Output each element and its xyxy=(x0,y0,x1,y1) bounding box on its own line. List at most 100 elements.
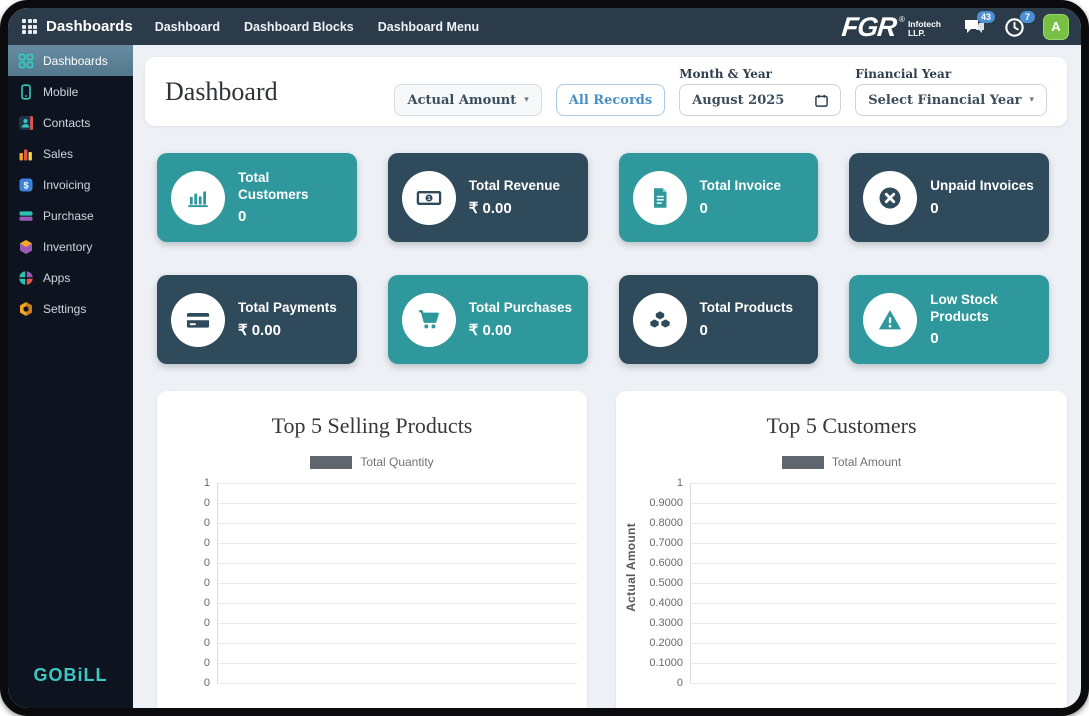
y-tick-label: 0 xyxy=(676,677,683,689)
sidebar: Dashboards Mobile Contacts xyxy=(8,45,133,708)
sidebar-item-settings[interactable]: Settings xyxy=(8,293,133,324)
stat-title: Low Stock Products xyxy=(930,291,998,324)
stat-card-total-purchases[interactable]: Total Purchases ₹ 0.00 xyxy=(387,275,588,364)
y-tick-label: 0 xyxy=(203,577,210,589)
sidebar-item-label: Mobile xyxy=(43,84,79,99)
y-tick-label: 0.6000 xyxy=(649,557,683,569)
sidebar-item-sales[interactable]: Sales xyxy=(8,138,133,169)
sidebar-item-inventory[interactable]: Inventory xyxy=(8,231,133,262)
stat-card-unpaid-invoices[interactable]: Unpaid Invoices 0 xyxy=(849,153,1049,242)
banknote-icon: 1 xyxy=(401,170,456,225)
gridline xyxy=(217,623,577,643)
app-window: Dashboards Dashboard Dashboard Blocks Da… xyxy=(8,8,1081,708)
chart-legend[interactable]: Total Amount xyxy=(616,455,1067,469)
stat-card-total-products[interactable]: Total Products 0 xyxy=(618,275,819,364)
chart-gridline-row: 0.6000 xyxy=(638,557,1057,583)
chart-y-axis-title: Actual Amount xyxy=(624,523,638,612)
gridline xyxy=(217,483,577,503)
month-year-value: August 2025 xyxy=(692,92,785,108)
y-tick-label: 1 xyxy=(676,477,683,489)
y-tick-label: 1 xyxy=(203,477,210,489)
chart-gridline-row: 0 xyxy=(165,557,577,583)
fgr-logo-text: FGR xyxy=(840,11,898,42)
financial-year-select[interactable]: Select Financial Year ▾ xyxy=(855,84,1047,116)
chart-gridline-row: 1 xyxy=(638,477,1057,503)
y-tick-label: 0 xyxy=(203,517,210,529)
y-tick-label: 0.1000 xyxy=(649,657,683,669)
history-button[interactable]: 7 xyxy=(1003,10,1035,38)
gridline xyxy=(690,583,1057,603)
chat-button[interactable]: 43 xyxy=(963,10,995,38)
navbar-right: FGR ® Infotech LLP. 43 7 A xyxy=(840,10,1069,42)
top-navbar: Dashboards Dashboard Dashboard Blocks Da… xyxy=(8,8,1081,45)
gridline xyxy=(217,583,577,603)
chart-gridline-row: 0 xyxy=(165,497,577,523)
sidebar-item-apps[interactable]: Apps xyxy=(8,262,133,293)
chart-y-axis: 1 0 0 0 0 0 0 0 0 0 0 xyxy=(165,477,577,689)
all-records-button[interactable]: All Records xyxy=(555,84,666,116)
sidebar-item-dashboards[interactable]: Dashboards xyxy=(8,45,133,76)
sidebar-item-label: Apps xyxy=(43,270,71,285)
sidebar-item-invoicing[interactable]: $ Invoicing xyxy=(8,169,133,200)
sidebar-item-label: Contacts xyxy=(43,115,91,130)
sales-icon xyxy=(19,149,32,160)
stat-title: Total Payments xyxy=(238,299,337,315)
contacts-icon xyxy=(19,115,33,130)
financial-year-value: Select Financial Year xyxy=(868,92,1022,108)
stat-value: 0 xyxy=(699,199,708,217)
bar-chart-icon xyxy=(171,170,225,225)
avatar[interactable]: A xyxy=(1043,13,1069,40)
chart-legend[interactable]: Total Quantity xyxy=(157,455,587,469)
chart-gridline-row: 0.3000 xyxy=(638,617,1057,643)
stat-card-total-payments[interactable]: Total Payments ₹ 0.00 xyxy=(157,275,357,364)
chart-gridline-row: 1 xyxy=(165,477,577,503)
sidebar-item-purchase[interactable]: Purchase xyxy=(8,200,133,231)
gridline xyxy=(690,503,1057,523)
gridline xyxy=(690,543,1057,563)
mobile-icon xyxy=(21,83,31,100)
sidebar-item-label: Inventory xyxy=(43,239,93,254)
y-tick-label: 0.9000 xyxy=(649,497,683,509)
month-year-input[interactable]: August 2025 xyxy=(679,84,842,116)
chart-gridline-row: 0.7000 xyxy=(638,537,1057,563)
sidebar-item-contacts[interactable]: Contacts xyxy=(8,107,133,138)
apps-icon xyxy=(19,270,33,285)
gridline xyxy=(690,643,1057,663)
stat-card-total-invoice[interactable]: Total Invoice 0 xyxy=(618,153,819,242)
gridline xyxy=(217,543,577,563)
chart-gridline-row: 0 xyxy=(165,537,577,563)
stat-card-low-stock-products[interactable]: Low Stock Products 0 xyxy=(849,275,1049,364)
nav-link-dashboard[interactable]: Dashboard xyxy=(154,19,220,34)
invoicing-icon: $ xyxy=(19,178,33,191)
nav-link-dashboard-menu[interactable]: Dashboard Menu xyxy=(377,19,480,34)
y-tick-label: 0.3000 xyxy=(649,617,683,629)
brand[interactable]: Dashboards xyxy=(22,18,133,35)
stat-card-total-customers[interactable]: Total Customers 0 xyxy=(157,153,357,242)
filter-bar: Actual Amount ▾ All Records Month & Year… xyxy=(394,67,1047,116)
sidebar-item-mobile[interactable]: Mobile xyxy=(8,76,133,107)
credit-card-icon xyxy=(171,292,225,347)
financial-year-field: Financial Year Select Financial Year ▾ xyxy=(855,67,1047,116)
stat-value: ₹ 0.00 xyxy=(468,200,512,218)
sidebar-item-label: Purchase xyxy=(43,208,94,223)
month-year-field: Month & Year August 2025 xyxy=(679,67,842,116)
stat-card-total-revenue[interactable]: 1 Total Revenue ₹ 0.00 xyxy=(387,153,588,242)
chart-plot-area: Actual Amount 1 0.9000 0.8000 0.7000 0.6000 0… xyxy=(616,477,1067,689)
cart-icon xyxy=(401,292,456,347)
metric-select[interactable]: Actual Amount ▾ xyxy=(394,84,542,116)
stat-title: Total Customers xyxy=(238,169,309,202)
gridline xyxy=(690,663,1057,683)
chart-y-axis: 1 0.9000 0.8000 0.7000 0.6000 0.5000 0.4000 0.3… xyxy=(638,477,1057,689)
stats-row-1: Total Customers 0 1 Total Revenue xyxy=(157,153,1049,242)
chart-gridline-row: 0 xyxy=(165,517,577,543)
clock-icon xyxy=(1005,17,1024,37)
stats-row-2: Total Payments ₹ 0.00 Total xyxy=(157,275,1049,364)
gridline xyxy=(690,563,1057,583)
svg-text:1: 1 xyxy=(427,196,431,202)
settings-icon xyxy=(20,301,32,316)
apps-grid-icon xyxy=(22,19,37,34)
nav-link-dashboard-blocks[interactable]: Dashboard Blocks xyxy=(244,19,354,34)
sidebar-item-label: Settings xyxy=(43,301,87,316)
brand-title: Dashboards xyxy=(46,18,133,35)
